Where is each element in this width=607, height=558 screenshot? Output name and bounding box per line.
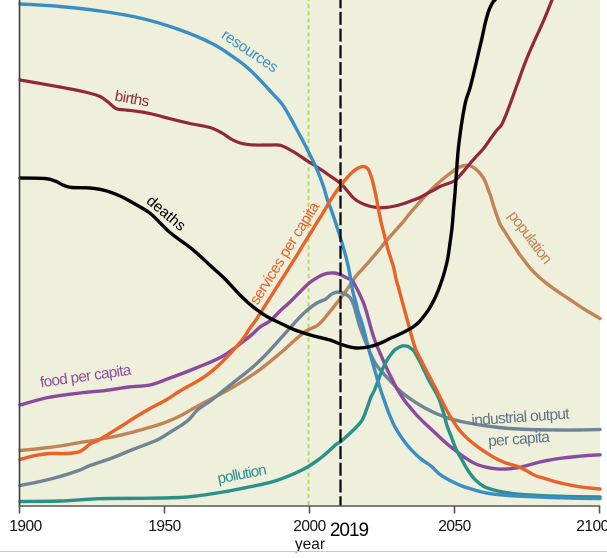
svg-text:2000: 2000 (293, 518, 326, 535)
svg-text:births: births (113, 88, 150, 111)
svg-text:industrial output: industrial output (471, 406, 571, 430)
svg-text:per capita: per capita (488, 429, 551, 450)
svg-text:2100: 2100 (576, 518, 607, 535)
svg-text:1950: 1950 (148, 518, 181, 535)
svg-text:year: year (295, 536, 325, 553)
svg-text:2050: 2050 (438, 518, 471, 535)
svg-text:1900: 1900 (9, 518, 42, 535)
svg-text:2019: 2019 (330, 520, 369, 541)
